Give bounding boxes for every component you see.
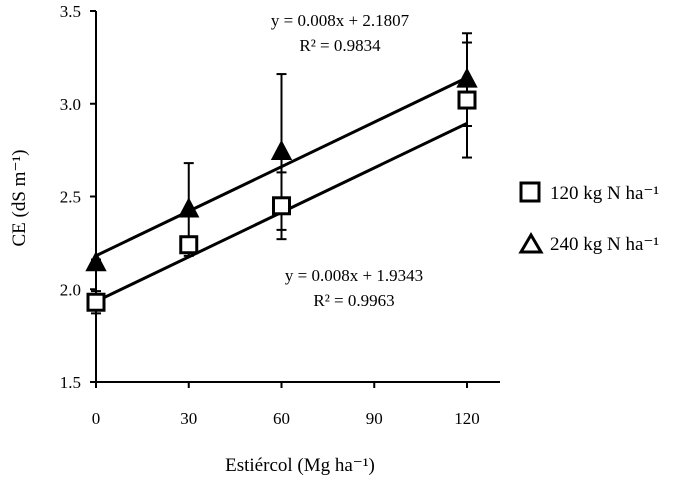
legend-label-240: 240 kg N ha⁻¹	[550, 234, 659, 255]
marker-triangle	[270, 139, 293, 160]
legend-square-icon	[519, 181, 541, 203]
marker-square	[86, 292, 106, 312]
y-ticks: 1.5 2.0 2.5 3.0 3.5	[60, 2, 96, 392]
equation-240: y = 0.008x + 2.1807	[271, 11, 410, 30]
legend-label-120: 120 kg N ha⁻¹	[550, 183, 659, 204]
marker-triangle	[456, 67, 478, 88]
marker-square	[457, 90, 477, 110]
legend: 120 kg N ha⁻¹ 240 kg N ha⁻¹	[518, 181, 659, 255]
y-axis-title: CE (dS m⁻¹)	[9, 149, 30, 246]
x-tick-label: 60	[273, 409, 290, 428]
marker-square	[179, 235, 199, 255]
x-tick-label: 30	[180, 409, 197, 428]
r2-240: R² = 0.9834	[299, 36, 381, 55]
x-tick-label: 120	[454, 409, 480, 428]
y-tick-label: 3.0	[60, 95, 81, 114]
marker-triangle	[85, 251, 107, 272]
marker-triangle	[178, 197, 200, 218]
r2-120: R² = 0.9963	[313, 291, 394, 310]
axes	[95, 11, 500, 383]
markers	[85, 67, 478, 312]
x-ticks: 0 30 60 90 120	[92, 382, 480, 428]
x-axis-title: Estiércol (Mg ha⁻¹)	[225, 455, 375, 476]
y-tick-label: 1.5	[60, 373, 81, 392]
x-tick-label: 90	[366, 409, 383, 428]
x-tick-label: 0	[92, 409, 101, 428]
y-tick-label: 2.5	[60, 188, 81, 207]
marker-square	[272, 196, 291, 216]
legend-triangle-icon	[518, 232, 544, 254]
y-tick-label: 2.0	[60, 280, 81, 299]
equation-120: y = 0.008x + 1.9343	[285, 266, 423, 285]
y-tick-label: 3.5	[60, 2, 81, 21]
